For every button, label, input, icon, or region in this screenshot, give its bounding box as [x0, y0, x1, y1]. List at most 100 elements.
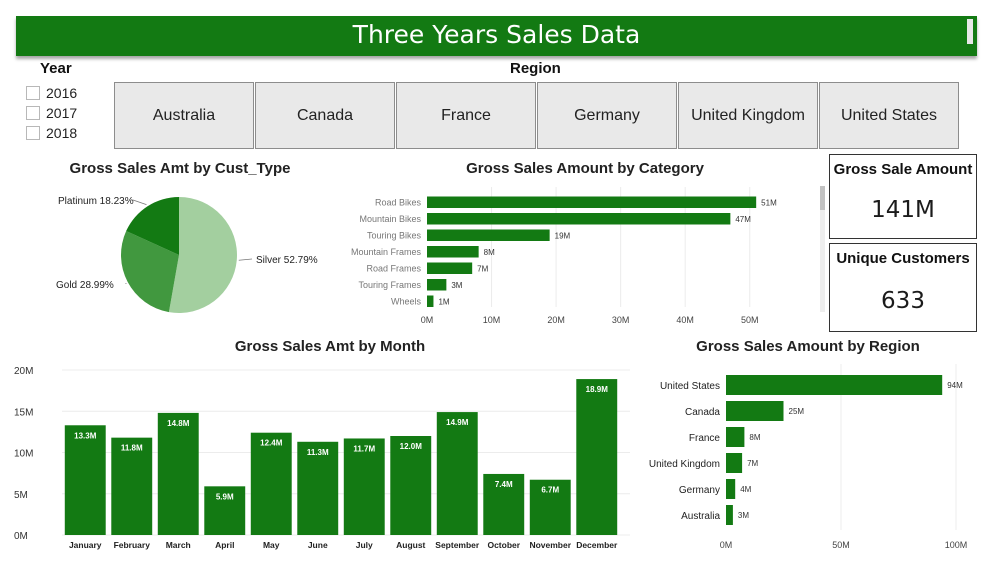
- y-category-label: Touring Bikes: [367, 230, 422, 240]
- month-bar: [297, 441, 339, 535]
- month-bar: [390, 436, 432, 535]
- year-option-2017[interactable]: 2017: [26, 105, 77, 121]
- category-bar: [427, 246, 479, 258]
- bar-data-label: 12.4M: [260, 439, 283, 448]
- category-chart-title: Gross Sales Amount by Category: [466, 160, 704, 177]
- month-bar: [529, 479, 571, 535]
- gross-sale-amount-card: Gross Sale Amount 141M: [829, 154, 977, 239]
- bar-data-label: 51M: [761, 198, 777, 207]
- bar-data-label: 19M: [555, 231, 571, 240]
- pie-slice-gold: [121, 231, 179, 313]
- x-tick-label: 20M: [547, 315, 565, 325]
- y-category-label: France: [689, 433, 721, 444]
- region-tile-germany[interactable]: Germany: [537, 82, 677, 149]
- x-category-label: February: [114, 540, 151, 550]
- month-chart-title: Gross Sales Amt by Month: [234, 338, 426, 355]
- x-category-label: July: [356, 540, 373, 550]
- y-category-label: United Kingdom: [649, 459, 720, 470]
- pie-leader-line: [132, 199, 147, 205]
- month-bar: [204, 486, 246, 535]
- region-bar: [726, 401, 784, 421]
- month-bar: [436, 412, 478, 535]
- x-tick-label: 40M: [676, 315, 694, 325]
- x-tick-label: 50M: [741, 315, 759, 325]
- x-category-label: March: [166, 540, 191, 550]
- category-bar: [427, 196, 757, 208]
- bar-data-label: 14.8M: [167, 419, 190, 428]
- y-category-label: Canada: [685, 407, 720, 418]
- year-option-label: 2016: [46, 85, 78, 101]
- y-tick-label: 15M: [14, 407, 33, 418]
- bar-data-label: 18.9M: [586, 385, 609, 394]
- category-bar: [427, 279, 447, 291]
- region-tile-australia[interactable]: Australia: [114, 82, 254, 149]
- pie-data-label: Platinum 18.23%: [58, 196, 134, 207]
- x-category-label: April: [215, 540, 234, 550]
- region-bar: [726, 427, 745, 447]
- year-option-2016[interactable]: 2016: [26, 85, 77, 101]
- bar-data-label: 8M: [749, 433, 760, 442]
- month-bar: [483, 473, 525, 535]
- pie-leader-line: [238, 258, 253, 261]
- bar-data-label: 7M: [477, 264, 488, 273]
- scrollbar-thumb[interactable]: [820, 186, 825, 210]
- x-category-label: January: [69, 540, 102, 550]
- checkbox[interactable]: [26, 86, 40, 100]
- bar-data-label: 3M: [738, 511, 749, 520]
- x-category-label: May: [263, 540, 280, 550]
- page-title: Three Years Sales Data: [352, 20, 641, 49]
- region-tile-canada[interactable]: Canada: [255, 82, 395, 149]
- pie-data-label: Silver 52.79%: [256, 255, 318, 266]
- bar-data-label: 11.7M: [353, 444, 375, 453]
- bar-data-label: 7M: [747, 459, 758, 468]
- bar-data-label: 13.3M: [74, 431, 97, 440]
- region-bar: [726, 453, 743, 473]
- x-tick-label: 100M: [945, 540, 968, 550]
- month-bar: [64, 425, 106, 535]
- pie-slice-silver: [168, 197, 237, 313]
- x-tick-label: 10M: [483, 315, 501, 325]
- cust-type-chart-title: Gross Sales Amt by Cust_Type: [69, 160, 291, 177]
- checkbox[interactable]: [26, 126, 40, 140]
- card-value: 633: [881, 288, 925, 314]
- pie-slice-platinum: [126, 197, 179, 255]
- year-option-2018[interactable]: 2018: [26, 125, 77, 141]
- y-tick-label: 20M: [14, 366, 33, 377]
- pie-data-label: Gold 28.99%: [56, 280, 114, 291]
- bar-data-label: 1M: [438, 297, 449, 306]
- y-category-label: Mountain Frames: [351, 247, 422, 257]
- y-category-label: Wheels: [391, 296, 422, 306]
- category-bar: [427, 229, 550, 241]
- bar-data-label: 11.8M: [121, 444, 143, 453]
- category-bar: [427, 295, 434, 307]
- region-bar-chart: 0M 50M 100M United States 94M Canada 25M France…: [649, 364, 968, 550]
- y-category-label: Mountain Bikes: [359, 214, 421, 224]
- cust-type-pie-chart: Silver 52.79% Gold 28.99% Platinum 18.23%: [56, 196, 318, 313]
- y-category-label: United States: [660, 381, 720, 392]
- y-category-label: Road Frames: [366, 263, 421, 273]
- category-chart-scrollbar[interactable]: [820, 186, 825, 312]
- bar-data-label: 11.3M: [307, 448, 329, 457]
- y-category-label: Germany: [679, 485, 720, 496]
- y-tick-label: 10M: [14, 449, 33, 460]
- region-chart-title: Gross Sales Amount by Region: [696, 338, 920, 355]
- x-category-label: June: [308, 540, 328, 550]
- bar-data-label: 7.4M: [495, 480, 513, 489]
- card-value: 141M: [871, 197, 935, 223]
- month-bar: [111, 437, 153, 535]
- bar-data-label: 14.9M: [446, 418, 469, 427]
- y-category-label: Australia: [681, 511, 720, 522]
- banner-scroll-handle[interactable]: [967, 19, 973, 44]
- y-category-label: Touring Frames: [358, 280, 421, 290]
- x-category-label: September: [435, 540, 480, 550]
- year-slicer-title: Year: [40, 60, 72, 77]
- month-bar: [576, 379, 618, 535]
- region-tile-united-kingdom[interactable]: United Kingdom: [678, 82, 818, 149]
- bar-data-label: 6.7M: [541, 486, 559, 495]
- region-tile-france[interactable]: France: [396, 82, 536, 149]
- y-category-label: Road Bikes: [375, 197, 422, 207]
- x-category-label: October: [487, 540, 520, 550]
- checkbox[interactable]: [26, 106, 40, 120]
- month-bar: [343, 438, 385, 535]
- region-tile-united-states[interactable]: United States: [819, 82, 959, 149]
